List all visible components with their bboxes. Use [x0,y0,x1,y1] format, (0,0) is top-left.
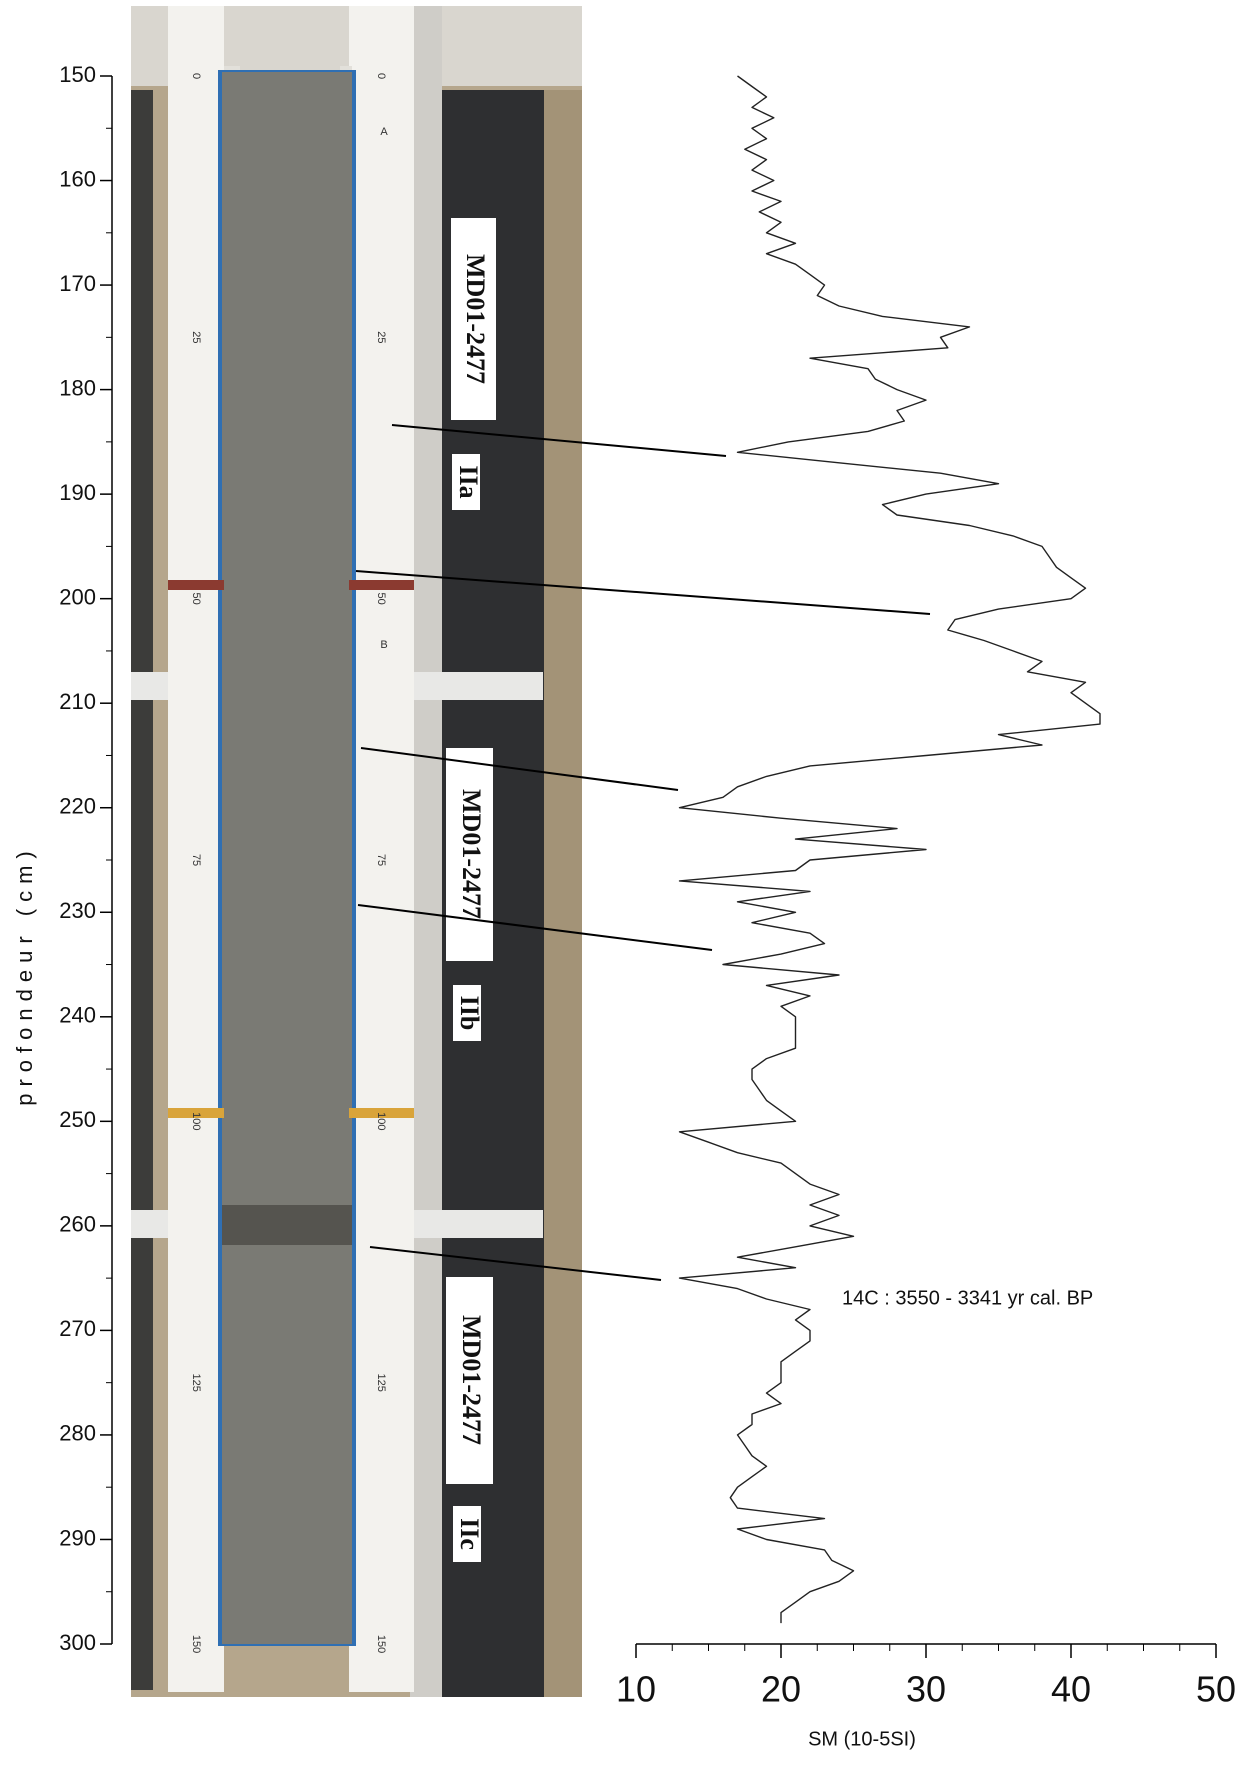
ruler-number: 150 [190,1635,202,1653]
connector-lines [355,424,931,1281]
depth-tick-label: 170 [59,271,96,296]
depth-tick-label: 200 [59,584,96,609]
section-label: IIc [455,1518,484,1550]
ruler-number: 50 [375,593,387,605]
depth-tick-label: 160 [59,166,96,191]
ruler-number: 75 [190,854,202,866]
ruler-number: 100 [190,1112,202,1130]
ruler-number: 25 [190,331,202,343]
y-axis-label: profondeur (cm) [12,844,37,1106]
depth-tick-label: 190 [59,480,96,505]
sm-tick-label: 30 [906,1669,946,1710]
annotation: 14C : 3550 - 3341 yr cal. BP [842,1287,1093,1309]
depth-tick-label: 220 [59,794,96,819]
depth-tick-label: 290 [59,1525,96,1550]
ruler-number: 50 [190,593,202,605]
sm-tick-label: 40 [1051,1669,1091,1710]
sm-tick-label: 20 [761,1669,801,1710]
section-label: IIb [455,996,484,1031]
ruler-number: 150 [375,1635,387,1653]
ruler-number: 100 [375,1112,387,1130]
depth-tick-label: 210 [59,689,96,714]
depth-tick-label: 150 [59,62,96,87]
sm-profile [678,75,1101,1624]
sm-tick-label: 50 [1196,1669,1236,1710]
core-label: MD01-2477 [461,254,490,384]
ruler-number: 75 [375,854,387,866]
depth-tick-label: 280 [59,1421,96,1446]
ruler-number: 125 [375,1373,387,1391]
x-axis-label: SM (10-5SI) [808,1728,916,1750]
depth-tick-label: 270 [59,1316,96,1341]
segment-label: A [380,126,388,138]
sm-tick-label: 10 [616,1669,656,1710]
depth-tick-label: 260 [59,1212,96,1237]
depth-tick-label: 180 [59,375,96,400]
core-photo [131,6,582,1697]
core-label: MD01-2477 [457,789,486,919]
ruler-number: 25 [375,331,387,343]
section-label: IIa [454,465,483,498]
ruler-number: 0 [375,73,387,79]
core-label: MD01-2477 [457,1315,486,1445]
ruler-number: 125 [190,1373,202,1391]
depth-tick-label: 250 [59,1107,96,1132]
depth-tick-label: 230 [59,898,96,923]
depth-tick-label: 300 [59,1630,96,1655]
segment-label: B [380,639,387,651]
ruler-number: 0 [190,73,202,79]
depth-tick-label: 240 [59,1003,96,1028]
